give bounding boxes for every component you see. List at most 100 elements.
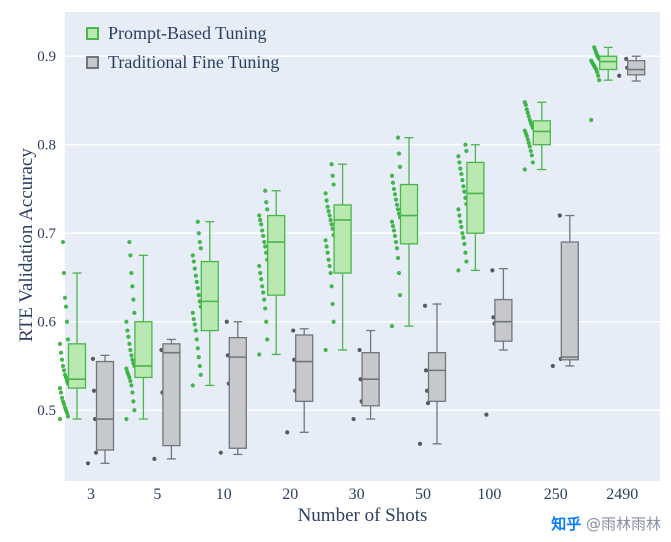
green-20-point	[263, 306, 268, 311]
green-20-point	[257, 352, 262, 357]
green-100-point	[464, 148, 469, 154]
legend-item-prompt-based-tuning[interactable]: Prompt-Based Tuning	[86, 23, 279, 44]
green-20-point	[258, 270, 263, 276]
green-2490-point	[589, 58, 594, 63]
gray-20-point	[285, 430, 290, 435]
green-50-point	[397, 293, 403, 298]
green-30-point	[323, 238, 328, 243]
green-10-point	[190, 383, 195, 388]
green-30-point	[323, 347, 328, 353]
green-10-point	[196, 293, 201, 298]
green-3-point	[60, 363, 66, 369]
gray-10-point	[224, 319, 229, 324]
green-50-point	[393, 197, 399, 202]
legend-label-traditional-fine-tuning: Traditional Fine Tuning	[108, 51, 280, 72]
legend-swatch-gray-icon	[86, 56, 99, 70]
green-10-point	[198, 246, 203, 251]
green-3-point	[58, 390, 64, 395]
green-100-box	[466, 161, 485, 234]
gray-5-point	[152, 456, 157, 461]
green-5-point	[124, 366, 129, 371]
green-30-point	[324, 198, 329, 203]
green-100-point	[462, 189, 467, 194]
green-5-point	[124, 319, 129, 324]
green-50-point	[390, 180, 396, 185]
green-20-point	[260, 228, 265, 233]
green-100-point	[460, 178, 465, 183]
green-100-point	[463, 142, 468, 147]
green-100-point	[459, 224, 464, 230]
green-100-point	[456, 268, 461, 273]
y-tick-label: 0.6	[37, 315, 56, 331]
green-30-point	[325, 204, 330, 209]
green-10-point	[197, 363, 202, 369]
legend-item-traditional-fine-tuning[interactable]: Traditional Fine Tuning	[86, 51, 280, 73]
watermark-user: @雨林雨林	[585, 515, 661, 533]
green-5-point	[131, 399, 136, 404]
green-5-point	[128, 347, 133, 353]
green-30-point	[330, 173, 335, 178]
green-5-point	[125, 328, 130, 333]
green-30-point	[327, 263, 332, 269]
green-250-point	[527, 144, 532, 149]
gray-100-box	[494, 298, 513, 342]
green-5-point	[126, 334, 131, 339]
green-3-point	[65, 337, 71, 342]
green-10-point	[193, 273, 198, 278]
x-tick-label: 100	[477, 486, 501, 503]
green-30-point	[326, 209, 331, 214]
green-5-point	[128, 378, 133, 384]
green-10-point	[190, 310, 195, 315]
y-tick-label: 0.7	[37, 226, 56, 242]
gray-30-point	[351, 416, 356, 422]
gray-20-point	[291, 328, 296, 333]
legend-swatch-green-icon	[86, 27, 99, 41]
green-3-point	[62, 295, 68, 300]
green-10-point	[193, 328, 198, 333]
gray-100-point	[484, 412, 489, 417]
green-250-point	[527, 117, 532, 123]
gray-20-box	[295, 334, 314, 403]
green-3-point	[60, 399, 66, 404]
green-30-point	[329, 222, 334, 227]
green-10-point	[191, 316, 196, 322]
gray-3-point	[90, 356, 96, 361]
green-50-point	[393, 239, 399, 245]
green-250-point	[529, 153, 534, 158]
gray-250-point	[557, 213, 562, 218]
x-tick-label: 2490	[606, 486, 638, 503]
green-20-point	[259, 277, 264, 282]
green-5-point	[130, 284, 135, 289]
gray-2490-point	[617, 73, 622, 78]
green-50-point	[395, 135, 401, 140]
green-30-point	[328, 217, 333, 223]
green-5-point	[132, 310, 137, 315]
gray-3-box	[95, 360, 115, 451]
gray-250-point	[550, 363, 555, 369]
gray-10-point	[218, 450, 223, 455]
green-100-point	[457, 213, 462, 218]
green-30-point	[329, 162, 334, 167]
green-50-point	[390, 224, 396, 229]
green-100-point	[459, 171, 464, 177]
gray-2490-point	[624, 56, 629, 62]
green-250-point	[522, 128, 527, 133]
x-tick-label: 20	[282, 486, 298, 503]
gray-50-point	[417, 441, 423, 446]
green-10-point	[190, 253, 195, 258]
green-20-point	[260, 284, 265, 289]
green-100-point	[461, 235, 466, 240]
green-30-point	[327, 213, 332, 218]
green-250-point	[526, 140, 531, 146]
green-20-point	[262, 239, 267, 245]
green-50-point	[396, 270, 402, 276]
green-50-point	[392, 233, 398, 238]
green-3-point	[57, 341, 63, 346]
green-10-point	[195, 219, 200, 224]
legend-label-prompt-based-tuning: Prompt-Based Tuning	[108, 23, 267, 43]
green-20-point	[263, 188, 268, 193]
green-3-point	[64, 319, 70, 324]
gray-50-point	[423, 368, 429, 373]
x-axis-title: Number of Shots	[297, 505, 428, 526]
green-250-point	[530, 160, 535, 165]
